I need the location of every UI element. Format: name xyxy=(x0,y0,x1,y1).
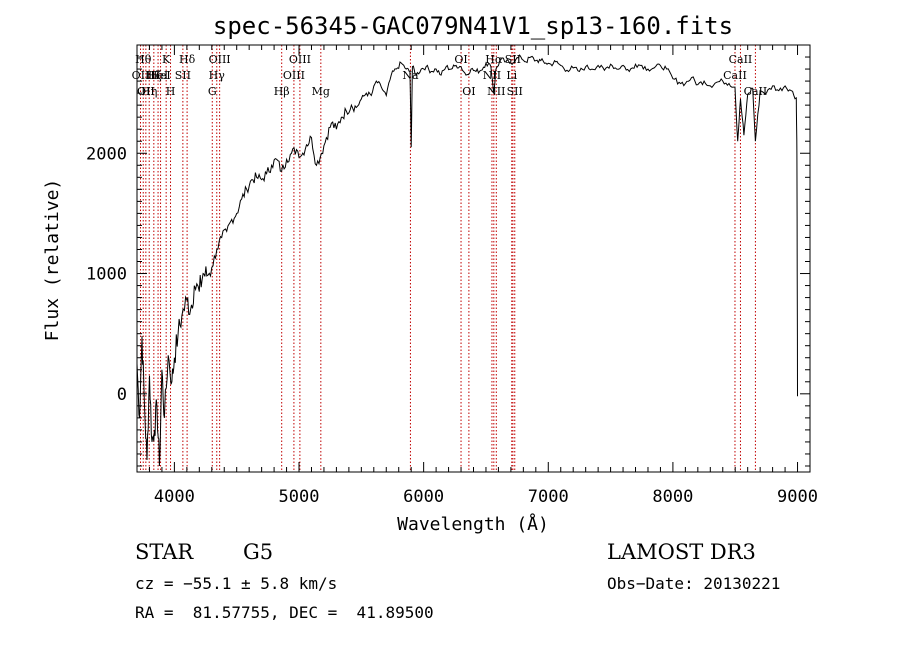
spectral-line-label: OI xyxy=(454,53,467,66)
x-tick-label: 7000 xyxy=(528,487,569,507)
x-tick-label: 6000 xyxy=(403,487,444,507)
redshift-readout: cz = −55.1 ± 5.8 km/s xyxy=(135,574,338,593)
spectral-line-label: SII xyxy=(175,69,191,82)
y-axis-label: Flux (relative) xyxy=(42,179,63,342)
spectral-line-label: HeI xyxy=(148,69,168,82)
spectral-line-label: Hζ xyxy=(146,69,162,82)
x-tick-label: 9000 xyxy=(777,487,818,507)
spectral-line-label: G xyxy=(208,85,217,98)
spectral-line-label: Mg xyxy=(312,85,330,98)
spectral-line-label: CaII xyxy=(723,69,747,82)
spectral-line-label: OIII xyxy=(289,53,311,66)
spectral-line-label: OIII xyxy=(209,53,231,66)
spectral-line-label: H xyxy=(166,85,176,98)
y-tick-labels: 0 1000 2000 xyxy=(86,144,127,405)
spectral-line-markers xyxy=(139,45,756,472)
spectral-line-label: K xyxy=(162,53,171,66)
spectral-line-label: CaII xyxy=(729,53,753,66)
spectral-line-label: SII xyxy=(507,85,523,98)
chart-title: spec-56345-GAC079N41V1_sp13-160.fits xyxy=(213,12,733,40)
spectral-line-label: CaII xyxy=(744,85,768,98)
object-subclass: G5 xyxy=(243,540,274,564)
y-tick-label: 1000 xyxy=(86,265,127,285)
spectral-line-label: Hδ xyxy=(179,53,196,66)
spectral-line-label: Hβ xyxy=(274,85,290,98)
y-tick-label: 2000 xyxy=(86,144,127,164)
spectral-line-labels: OIIHθOIIHηHζHeIHeIKHSIIHδGHγOIIIHβOIIIOI… xyxy=(132,53,768,98)
plot-frame xyxy=(136,44,811,473)
survey-name: LAMOST DR3 xyxy=(607,540,756,564)
spectral-line-label: Hθ xyxy=(135,53,152,66)
x-tick-label: 8000 xyxy=(652,487,693,507)
spectral-line-label: HeI xyxy=(150,69,170,82)
spectral-line-label: OII xyxy=(137,85,155,98)
coordinates: RA = 81.57755, DEC = 41.89500 xyxy=(135,603,434,622)
spectral-line-label: Li xyxy=(506,69,517,82)
object-class: STAR xyxy=(135,540,194,564)
x-tick-labels: 4000 5000 6000 7000 8000 9000 xyxy=(154,487,818,507)
x-tick-label: 4000 xyxy=(154,487,195,507)
x-tick-label: 5000 xyxy=(279,487,320,507)
spectral-line-label: Hα xyxy=(485,53,503,66)
y-tick-label: 0 xyxy=(117,385,127,405)
obs-date: Obs−Date: 20130221 xyxy=(607,574,781,593)
spectral-line-label: Hγ xyxy=(209,69,226,82)
spectral-line-label: OIII xyxy=(283,69,305,82)
spectrum-flux-line xyxy=(136,54,798,467)
axis-ticks xyxy=(136,45,811,472)
spectral-line-label: OII xyxy=(132,69,150,82)
spectral-line-label: OI xyxy=(462,85,475,98)
spectral-line-label: Hη xyxy=(141,85,157,98)
x-axis-label: Wavelength (Å) xyxy=(397,513,549,535)
spectral-line-label: NII xyxy=(487,85,505,98)
